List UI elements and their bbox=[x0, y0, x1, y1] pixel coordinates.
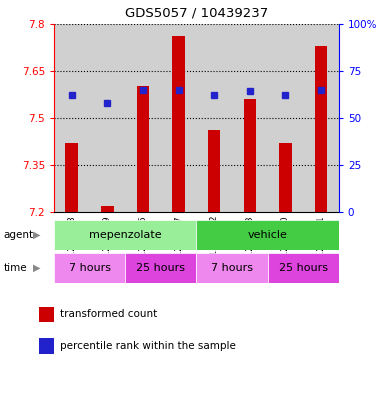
Text: ▶: ▶ bbox=[33, 230, 40, 240]
Bar bbox=[232, 24, 268, 212]
Bar bbox=[196, 220, 339, 250]
Bar bbox=[101, 206, 114, 212]
Bar bbox=[90, 24, 125, 212]
Bar bbox=[54, 220, 196, 250]
Bar bbox=[137, 86, 149, 212]
Bar bbox=[125, 253, 196, 283]
Text: ▶: ▶ bbox=[33, 263, 40, 273]
Bar bbox=[303, 24, 339, 212]
Text: mepenzolate: mepenzolate bbox=[89, 230, 161, 240]
Bar bbox=[172, 36, 185, 212]
Bar bbox=[54, 24, 90, 212]
Text: vehicle: vehicle bbox=[248, 230, 288, 240]
Text: 25 hours: 25 hours bbox=[279, 263, 328, 273]
Text: transformed count: transformed count bbox=[60, 309, 157, 320]
Title: GDS5057 / 10439237: GDS5057 / 10439237 bbox=[125, 7, 268, 20]
Bar bbox=[196, 24, 232, 212]
Text: time: time bbox=[4, 263, 27, 273]
Text: 7 hours: 7 hours bbox=[69, 263, 110, 273]
Bar bbox=[125, 24, 161, 212]
Bar bbox=[208, 130, 220, 212]
Text: 25 hours: 25 hours bbox=[136, 263, 185, 273]
Bar bbox=[268, 253, 339, 283]
Bar bbox=[54, 253, 125, 283]
Bar bbox=[65, 143, 78, 212]
Bar bbox=[315, 46, 327, 212]
Text: percentile rank within the sample: percentile rank within the sample bbox=[60, 341, 236, 351]
Bar bbox=[244, 99, 256, 212]
Bar bbox=[279, 143, 291, 212]
Text: 7 hours: 7 hours bbox=[211, 263, 253, 273]
Bar bbox=[196, 253, 268, 283]
Text: agent: agent bbox=[4, 230, 34, 240]
Bar bbox=[161, 24, 196, 212]
Bar bbox=[268, 24, 303, 212]
